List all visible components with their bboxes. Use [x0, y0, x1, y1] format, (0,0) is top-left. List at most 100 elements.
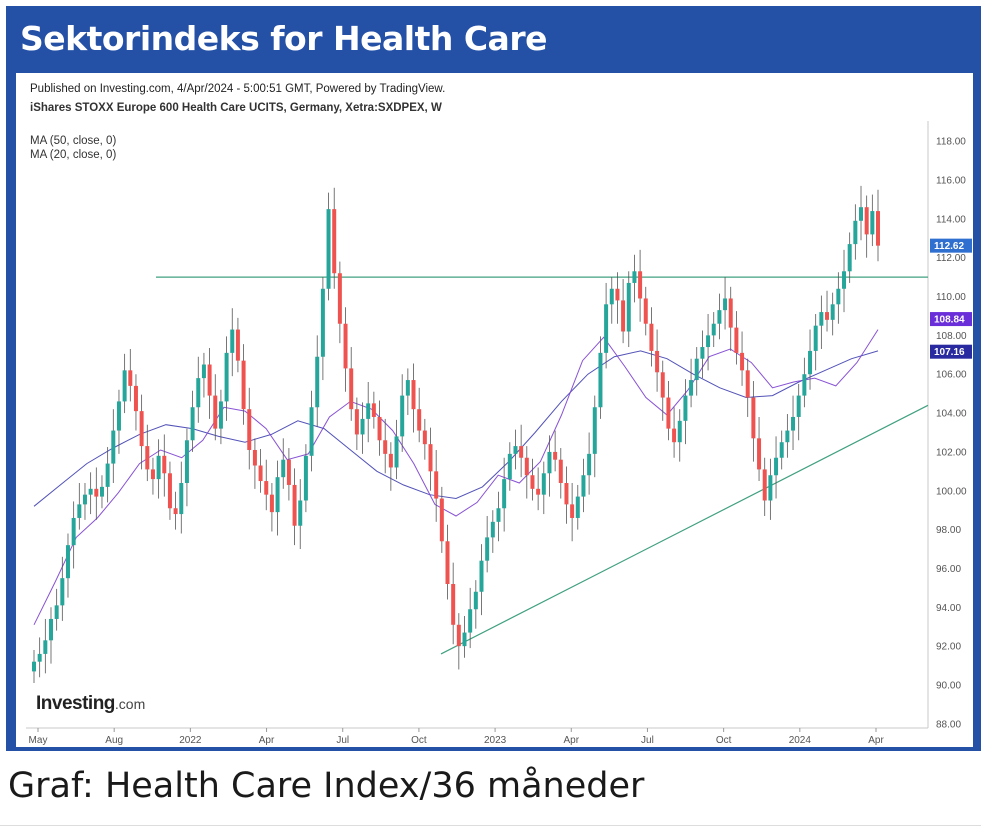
candle-body: [156, 455, 161, 480]
candle-body: [405, 380, 410, 396]
chart-caption: Graf: Health Care Index/36 måneder: [8, 766, 645, 806]
x-tick-label: Apr: [868, 735, 884, 746]
candle-body: [700, 347, 705, 359]
candle-body: [490, 521, 495, 538]
candle-body: [315, 356, 320, 408]
candle-body: [258, 465, 263, 482]
candle-body: [292, 484, 297, 526]
candle-body: [337, 273, 342, 324]
candle-body: [519, 446, 524, 458]
candle-body: [825, 312, 830, 320]
candle-body: [864, 207, 869, 235]
candle-body: [570, 504, 575, 518]
y-tick-label: 106.00: [936, 370, 967, 381]
candle-body: [626, 282, 631, 332]
candle-body: [564, 483, 569, 505]
candle-body: [734, 327, 739, 353]
candle-body: [275, 477, 280, 513]
price-tag: [930, 238, 972, 253]
candle-body: [502, 479, 507, 509]
x-tick-label: Aug: [105, 735, 123, 746]
candle-body: [717, 310, 722, 324]
price-chart: 88.00 90.00 92.00 94.00 96.00 98.00 100.00 102.…: [26, 121, 972, 746]
x-tick-label: Apr: [563, 735, 579, 746]
y-tick-label: 104.00: [936, 409, 967, 420]
candle-body: [779, 442, 784, 458]
candle-body: [706, 335, 711, 348]
candle-body: [417, 409, 422, 431]
candle-body: [870, 211, 875, 235]
x-tick-label: Jul: [641, 735, 654, 746]
candle-body: [309, 407, 314, 456]
candle-body: [298, 500, 303, 526]
y-tick-label: 88.00: [936, 719, 961, 730]
ma20-legend-label: MA (20, close, 0): [30, 149, 117, 161]
y-tick-label: 114.00: [936, 214, 966, 225]
y-tick-label: 102.00: [936, 447, 967, 458]
candle-body: [456, 624, 461, 647]
chart-panel: 88.00 90.00 92.00 94.00 96.00 98.00 100.00 102.…: [16, 73, 973, 747]
candle-body: [677, 420, 682, 443]
candle-body: [672, 428, 677, 443]
candle-body: [360, 418, 365, 435]
candle-body: [428, 444, 433, 472]
candle-body: [711, 323, 716, 336]
candle-body: [859, 207, 864, 221]
candle-body: [445, 541, 450, 584]
candle-body: [354, 409, 359, 435]
candle-body: [388, 453, 393, 468]
candle-body: [728, 298, 733, 328]
chart-published-note: Published on Investing.com, 4/Apr/2024 -…: [30, 83, 446, 95]
candle-body: [173, 508, 178, 515]
candle-body: [507, 453, 512, 480]
x-tick-label: Oct: [411, 735, 427, 746]
candle-body: [48, 618, 53, 641]
candle-body: [842, 271, 847, 289]
brand-name: Investing: [36, 693, 115, 714]
price-tag-label: 108.84: [934, 315, 965, 326]
ma50-legend-label: MA (50, close, 0): [30, 135, 117, 147]
candle-body: [598, 352, 603, 408]
candle-body: [88, 488, 93, 495]
candle-body: [530, 475, 535, 489]
candle-body: [649, 323, 654, 351]
candle-body: [213, 395, 218, 429]
investing-logo: Investing.com: [36, 693, 145, 715]
y-tick-label: 116.00: [936, 176, 966, 187]
candle-body: [638, 271, 643, 299]
candle-body: [609, 288, 614, 305]
candle-body: [830, 304, 835, 320]
candle-body: [547, 451, 552, 474]
candle-body: [116, 401, 121, 431]
candle-body: [615, 288, 620, 301]
candle-body: [150, 469, 155, 480]
candle-body: [54, 605, 59, 619]
candle-body: [133, 385, 138, 412]
chart-instrument-title: iShares STOXX Europe 600 Health Care UCI…: [30, 102, 442, 114]
y-tick-label: 112.00: [936, 253, 966, 264]
candle-body: [813, 325, 818, 351]
candle-body: [558, 459, 563, 483]
candle-body: [122, 370, 127, 402]
candle-body: [451, 584, 456, 625]
candle-body: [694, 358, 699, 381]
candle-body: [394, 436, 399, 468]
candle-body: [303, 455, 308, 501]
candle-body: [326, 209, 331, 289]
banner-title: Sektorindeks for Health Care: [20, 19, 547, 58]
candle-body: [349, 368, 354, 410]
candle-body: [377, 416, 382, 441]
candle-body: [802, 374, 807, 396]
candle-body: [37, 653, 42, 662]
candle-body: [757, 438, 762, 470]
candle-body: [218, 401, 223, 429]
candle-body: [524, 457, 529, 476]
candle-body: [264, 481, 269, 495]
candle-body: [853, 220, 858, 245]
candle-body: [473, 591, 478, 610]
candle-body: [796, 395, 801, 417]
candle-body: [439, 498, 444, 542]
candle-body: [139, 411, 144, 447]
candle-body: [632, 271, 637, 283]
candle-body: [111, 430, 116, 464]
